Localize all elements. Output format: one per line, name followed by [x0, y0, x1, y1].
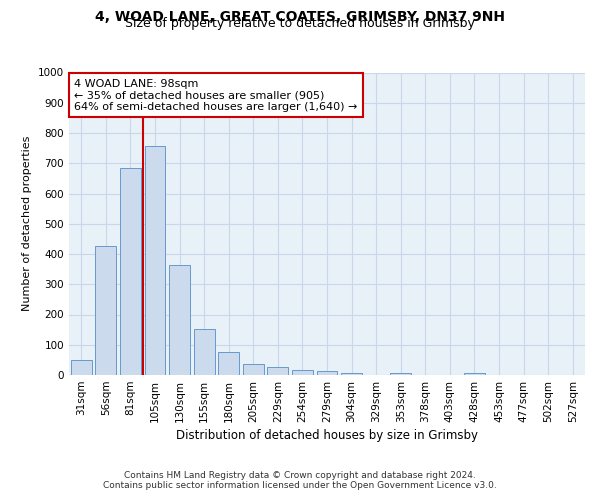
- Bar: [292, 370, 313, 375]
- Bar: [145, 146, 166, 375]
- Bar: [243, 364, 264, 375]
- Bar: [218, 352, 239, 375]
- Text: Size of property relative to detached houses in Grimsby: Size of property relative to detached ho…: [125, 18, 475, 30]
- Text: 4, WOAD LANE, GREAT COATES, GRIMSBY, DN37 9NH: 4, WOAD LANE, GREAT COATES, GRIMSBY, DN3…: [95, 10, 505, 24]
- Bar: [95, 246, 116, 375]
- Bar: [341, 373, 362, 375]
- Text: 4 WOAD LANE: 98sqm
← 35% of detached houses are smaller (905)
64% of semi-detach: 4 WOAD LANE: 98sqm ← 35% of detached hou…: [74, 78, 358, 112]
- Bar: [71, 360, 92, 375]
- Bar: [390, 372, 411, 375]
- Text: Contains HM Land Registry data © Crown copyright and database right 2024.
Contai: Contains HM Land Registry data © Crown c…: [103, 470, 497, 490]
- Bar: [169, 265, 190, 375]
- Bar: [194, 328, 215, 375]
- Bar: [120, 168, 141, 375]
- Bar: [317, 372, 337, 375]
- Y-axis label: Number of detached properties: Number of detached properties: [22, 136, 32, 312]
- Bar: [268, 367, 289, 375]
- Bar: [464, 372, 485, 375]
- X-axis label: Distribution of detached houses by size in Grimsby: Distribution of detached houses by size …: [176, 429, 478, 442]
